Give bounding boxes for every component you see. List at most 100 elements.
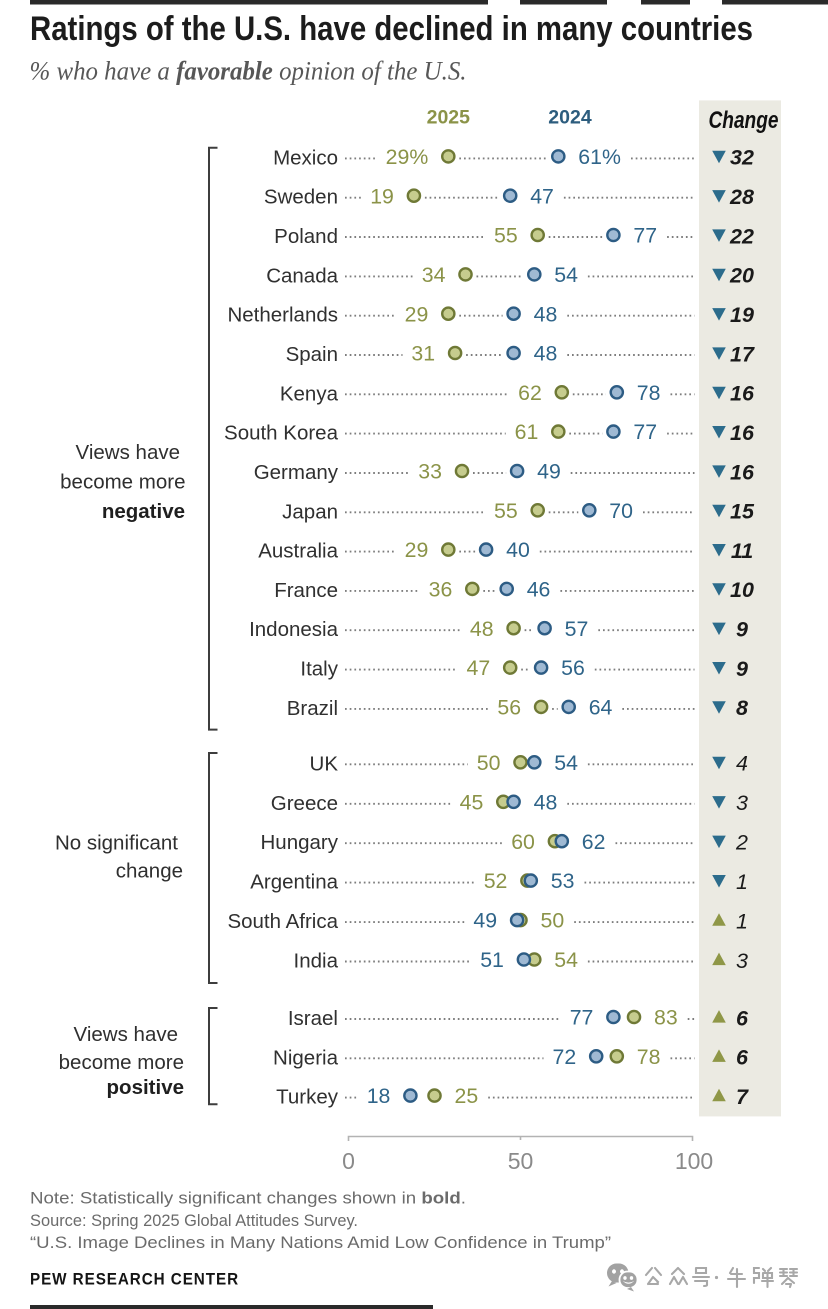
svg-text:48: 48 [534, 342, 558, 366]
svg-text:19: 19 [370, 184, 394, 208]
svg-text:34: 34 [422, 263, 446, 287]
svg-text:52: 52 [484, 869, 508, 893]
svg-text:Canada: Canada [266, 264, 338, 287]
svg-text:Kenya: Kenya [280, 382, 339, 405]
svg-text:50: 50 [541, 909, 565, 933]
svg-text:48: 48 [534, 790, 558, 814]
svg-text:Italy: Italy [300, 658, 338, 681]
svg-text:60: 60 [511, 830, 535, 854]
svg-text:29: 29 [405, 538, 429, 562]
svg-text:19: 19 [730, 303, 754, 327]
svg-text:Australia: Australia [258, 540, 338, 563]
svg-text:Source: Spring 2025 Global Att: Source: Spring 2025 Global Attitudes Sur… [30, 1211, 358, 1230]
svg-text:9: 9 [736, 657, 748, 681]
svg-text:positive: positive [107, 1076, 184, 1099]
svg-text:No significant: No significant [55, 831, 178, 854]
svg-text:South Africa: South Africa [227, 910, 338, 933]
svg-text:2024: 2024 [548, 107, 592, 129]
svg-text:become more: become more [59, 1051, 184, 1074]
svg-text:11: 11 [731, 539, 753, 563]
svg-text:Netherlands: Netherlands [227, 304, 338, 327]
svg-text:1: 1 [736, 870, 748, 894]
svg-text:36: 36 [429, 578, 453, 602]
svg-text:2: 2 [735, 831, 748, 855]
svg-text:55: 55 [494, 499, 518, 523]
svg-text:54: 54 [554, 263, 578, 287]
svg-text:56: 56 [561, 656, 585, 680]
svg-text:51: 51 [480, 948, 504, 972]
svg-text:16: 16 [730, 382, 755, 406]
svg-text:Turkey: Turkey [276, 1086, 339, 1109]
svg-text:Sweden: Sweden [264, 186, 338, 209]
svg-text:50: 50 [508, 1148, 534, 1174]
svg-text:48: 48 [534, 302, 558, 326]
svg-text:64: 64 [589, 696, 613, 720]
svg-text:70: 70 [609, 499, 633, 523]
svg-text:61%: 61% [578, 145, 621, 169]
svg-text:77: 77 [633, 224, 657, 248]
svg-text:49: 49 [537, 460, 561, 484]
svg-text:22: 22 [729, 224, 754, 248]
svg-text:61: 61 [515, 420, 539, 444]
svg-text:change: change [116, 859, 183, 882]
svg-text:48: 48 [470, 617, 494, 641]
svg-text:Indonesia: Indonesia [249, 618, 339, 641]
svg-text:0: 0 [342, 1148, 355, 1174]
svg-text:17: 17 [730, 342, 755, 366]
svg-text:15: 15 [730, 500, 755, 524]
svg-text:1: 1 [736, 909, 748, 933]
svg-text:6: 6 [736, 1006, 749, 1030]
svg-text:Israel: Israel [288, 1007, 338, 1030]
svg-text:“U.S. Image Declines in Many N: “U.S. Image Declines in Many Nations Ami… [30, 1233, 611, 1252]
svg-text:50: 50 [477, 751, 501, 775]
svg-text:32: 32 [730, 146, 754, 170]
svg-text:53: 53 [551, 869, 575, 893]
svg-text:Views have: Views have [76, 441, 180, 464]
svg-text:54: 54 [554, 948, 578, 972]
svg-text:57: 57 [565, 617, 589, 641]
svg-text:2025: 2025 [427, 107, 471, 129]
svg-text:3: 3 [736, 791, 748, 815]
svg-text:4: 4 [736, 752, 748, 776]
svg-text:18: 18 [367, 1084, 391, 1108]
svg-text:PEW RESEARCH CENTER: PEW RESEARCH CENTER [30, 1271, 239, 1289]
svg-text:62: 62 [518, 381, 542, 405]
svg-text:Note: Statistically significan: Note: Statistically significant changes … [30, 1189, 466, 1208]
svg-text:Poland: Poland [274, 225, 338, 248]
svg-text:45: 45 [460, 790, 484, 814]
svg-text:Views have: Views have [74, 1023, 178, 1046]
svg-text:77: 77 [570, 1006, 594, 1030]
svg-text:% who have a favorable opinion: % who have a favorable opinion of the U.… [30, 57, 467, 86]
svg-text:7: 7 [736, 1085, 749, 1109]
svg-text:16: 16 [730, 421, 755, 445]
svg-text:29: 29 [405, 302, 429, 326]
svg-text:Change: Change [709, 107, 779, 134]
svg-text:France: France [274, 579, 338, 602]
svg-text:Greece: Greece [271, 792, 338, 815]
svg-text:16: 16 [730, 460, 755, 484]
svg-text:40: 40 [506, 538, 530, 562]
svg-text:62: 62 [582, 830, 606, 854]
svg-text:become more: become more [60, 471, 185, 494]
svg-text:Brazil: Brazil [287, 697, 338, 720]
svg-text:Mexico: Mexico [273, 146, 338, 169]
svg-text:Argentina: Argentina [250, 871, 338, 894]
svg-text:29%: 29% [386, 145, 429, 169]
svg-text:10: 10 [730, 578, 754, 602]
svg-text:49: 49 [473, 909, 497, 933]
svg-text:25: 25 [455, 1084, 479, 1108]
svg-text:54: 54 [554, 751, 578, 775]
svg-text:6: 6 [736, 1046, 749, 1070]
svg-text:56: 56 [497, 696, 521, 720]
svg-text:South Korea: South Korea [224, 422, 339, 445]
svg-text:Japan: Japan [282, 500, 338, 523]
svg-text:100: 100 [675, 1148, 713, 1174]
svg-text:9: 9 [736, 618, 748, 642]
svg-text:Spain: Spain [286, 343, 338, 366]
svg-text:UK: UK [310, 752, 339, 775]
svg-text:72: 72 [552, 1045, 576, 1069]
svg-text:55: 55 [494, 224, 518, 248]
svg-text:Germany: Germany [254, 461, 339, 484]
svg-text:77: 77 [633, 420, 657, 444]
svg-text:47: 47 [466, 656, 490, 680]
